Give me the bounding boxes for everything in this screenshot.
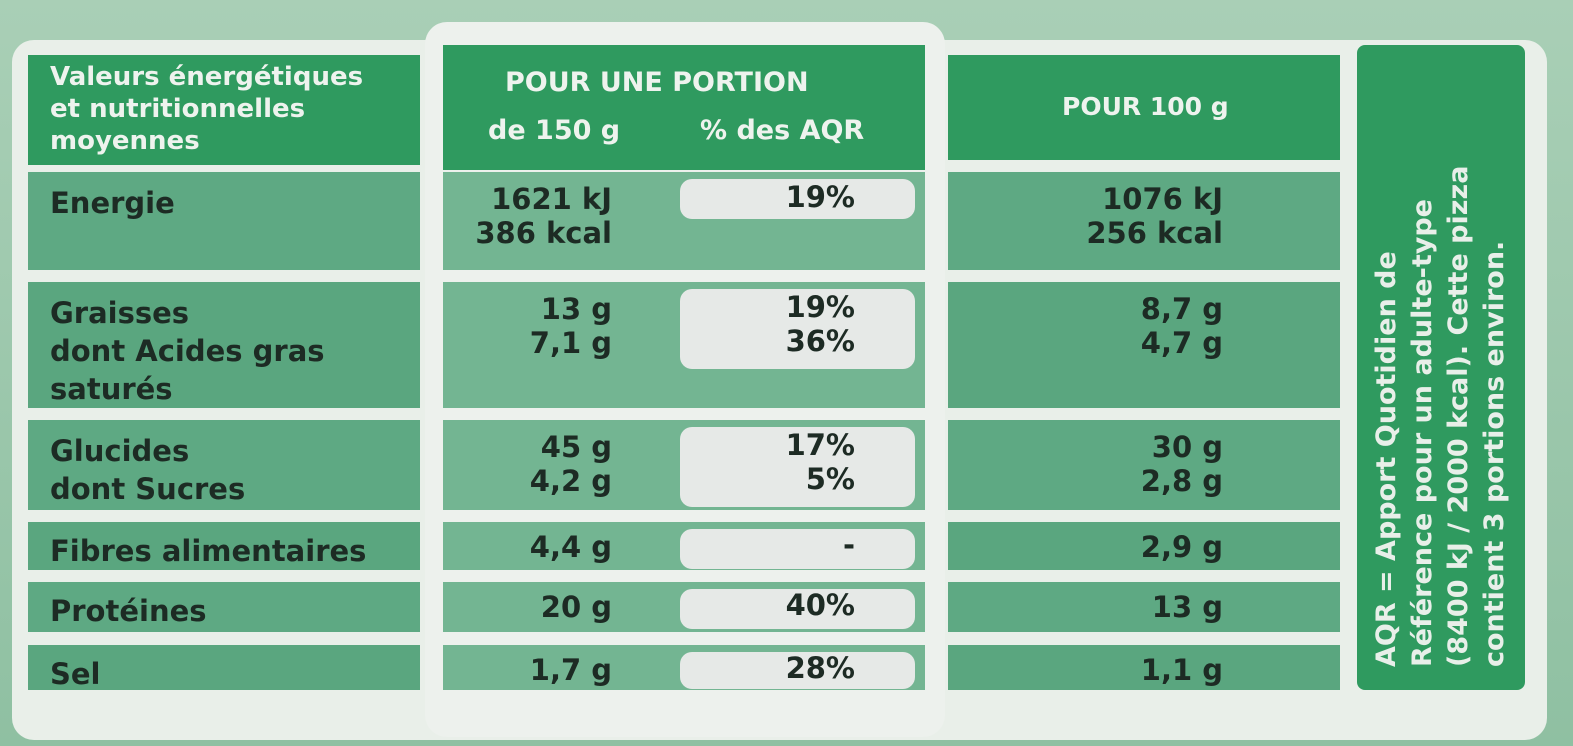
header-cell [28, 55, 420, 165]
aqr-value: 19% [785, 180, 855, 214]
header-label: Valeurs énergétiques [50, 62, 364, 92]
per100-value: 4,7 g [1140, 326, 1223, 360]
row-cell [28, 582, 420, 632]
aqr-value: 28% [785, 651, 855, 685]
row-label: dont Sucres [50, 472, 246, 506]
row-cell [948, 172, 1340, 270]
portion-value: 20 g [540, 590, 612, 624]
row-cell [28, 420, 420, 510]
aqr-value: 36% [785, 324, 855, 358]
aqr-box [680, 589, 915, 629]
portion-value: 1621 kJ [491, 182, 612, 216]
note-box: AQR = Apport Quotidien de Référence pour … [1357, 45, 1525, 690]
header-subtitle: % des AQR [700, 115, 865, 146]
portion-value: 45 g [540, 430, 612, 464]
aqr-box [680, 529, 915, 569]
portion-value: 386 kcal [475, 216, 612, 250]
header-title: POUR 100 g [1062, 92, 1229, 121]
per100-value: 8,7 g [1140, 292, 1223, 326]
row-label: Protéines [50, 594, 207, 628]
header-title: POUR UNE PORTION [505, 67, 809, 98]
aqr-value: 19% [785, 290, 855, 324]
aqr-value: 17% [785, 428, 855, 462]
portion-value: 1,7 g [529, 653, 612, 687]
row-cell [28, 522, 420, 570]
header-label: et nutritionnelles [50, 94, 306, 124]
row-label: saturés [50, 372, 173, 406]
row-label: Glucides [50, 434, 190, 468]
per100-value: 13 g [1151, 590, 1223, 624]
per100-value: 1,1 g [1140, 653, 1223, 687]
row-label: Fibres alimentaires [50, 534, 367, 568]
per100-value: 2,9 g [1140, 530, 1223, 564]
per100-value: 256 kcal [1086, 216, 1223, 250]
row-cell [28, 645, 420, 690]
aqr-box [680, 427, 915, 507]
note-line: (8400 kJ / 2000 kcal). Cette pizza [1443, 165, 1474, 667]
header-subtitle: de 150 g [488, 115, 621, 146]
header-label: moyennes [50, 126, 200, 156]
note-line: Référence pour un adulte-type [1407, 199, 1438, 667]
aqr-value: 5% [805, 462, 855, 496]
row-cell [948, 282, 1340, 408]
note-text: AQR = Apport Quotidien de Référence pour … [1369, 67, 1513, 667]
per100-value: 1076 kJ [1102, 182, 1223, 216]
row-cell [948, 522, 1340, 570]
portion-value: 7,1 g [529, 326, 612, 360]
per100-value: 2,8 g [1140, 464, 1223, 498]
row-cell [28, 282, 420, 408]
row-label: Energie [50, 186, 175, 220]
portion-value: 4,4 g [529, 530, 612, 564]
row-cell [948, 645, 1340, 690]
row-label: dont Acides gras [50, 334, 325, 368]
aqr-box [680, 289, 915, 369]
aqr-value: - [842, 528, 855, 562]
header-cell [948, 55, 1340, 160]
row-label: Graisses [50, 296, 190, 330]
row-cell [28, 172, 420, 270]
note-line: AQR = Apport Quotidien de [1371, 251, 1402, 667]
portion-value: 4,2 g [529, 464, 612, 498]
aqr-box [680, 179, 915, 219]
row-cell [948, 420, 1340, 510]
row-label: Sel [50, 657, 101, 691]
row-cell [948, 582, 1340, 632]
aqr-value: 40% [785, 588, 855, 622]
per100-value: 30 g [1151, 430, 1223, 464]
aqr-box [680, 652, 915, 689]
note-line: contient 3 portions environ. [1479, 240, 1510, 667]
portion-value: 13 g [540, 292, 612, 326]
header-cell [443, 45, 925, 170]
